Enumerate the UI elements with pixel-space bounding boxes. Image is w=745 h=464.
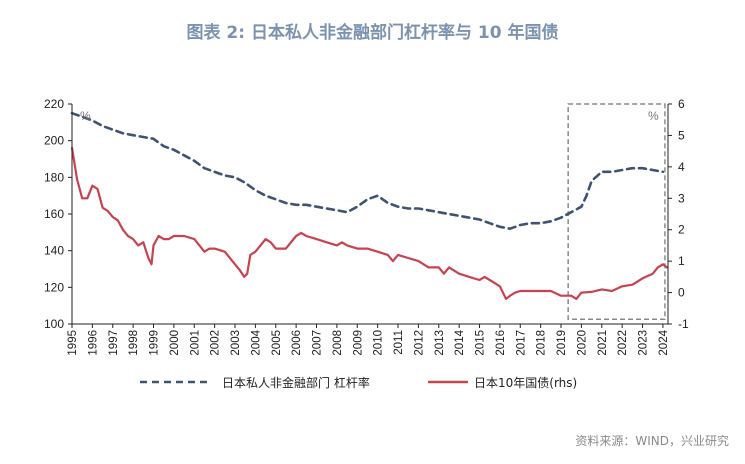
y-left-tick-label: 160 xyxy=(44,207,64,221)
legend-label: 日本私人非金融部门 杠杆率 xyxy=(222,375,370,390)
source-note: 资料来源：WIND，兴业研究 xyxy=(575,434,729,448)
series-line-leverage xyxy=(70,111,665,230)
highlight-box-layer xyxy=(567,103,666,321)
x-tick-label: 2010 xyxy=(373,330,385,356)
x-tick-label: 2004 xyxy=(250,329,262,355)
x-tick-label: 2009 xyxy=(352,330,364,356)
x-tick-label: 2008 xyxy=(332,330,344,356)
y-right-tick-label: 4 xyxy=(678,160,685,174)
highlight-box xyxy=(567,103,666,321)
x-tick-label: 2014 xyxy=(454,329,466,355)
x-tick-label: 1996 xyxy=(87,330,99,356)
x-tick-label: 2001 xyxy=(189,330,201,356)
y-left-unit: % xyxy=(80,109,91,123)
axis-layer: 100 120 140 160 180 200 220 -1 0 1 2 3 4 5 6% % 1995 1996… xyxy=(44,97,689,356)
x-tick-label: 2021 xyxy=(597,330,609,356)
x-tick-label: 1999 xyxy=(149,330,161,356)
legend: 日本私人非金融部门 杠杆率 日本10年国债(rhs) xyxy=(140,375,577,390)
y-left-tick-label: 100 xyxy=(44,317,64,331)
y-right-tick-label: 0 xyxy=(678,286,685,300)
x-tick-label: 1997 xyxy=(108,330,120,356)
x-tick-label: 2006 xyxy=(291,330,303,356)
y-right-tick-label: 6 xyxy=(678,97,685,111)
x-tick-label: 1995 xyxy=(67,330,79,356)
x-tick-label: 2024 xyxy=(658,329,670,355)
series-layer xyxy=(70,111,669,300)
x-tick-label: 2012 xyxy=(413,330,425,356)
x-tick-label: 1998 xyxy=(128,330,140,356)
x-tick-label: 2007 xyxy=(312,330,324,356)
y-right-unit: % xyxy=(648,109,659,123)
y-left-tick-label: 180 xyxy=(44,170,64,184)
x-tick-label: 2018 xyxy=(536,330,548,356)
x-tick-label: 2011 xyxy=(393,330,405,355)
legend-label: 日本10年国债(rhs) xyxy=(474,376,577,390)
x-tick-label: 2003 xyxy=(230,330,242,356)
x-tick-label: 2023 xyxy=(638,330,650,356)
x-tick-label: 2000 xyxy=(169,330,181,356)
series-line-jgb10y xyxy=(70,146,669,300)
x-tick-label: 2020 xyxy=(576,330,588,356)
x-tick-label: 2002 xyxy=(210,330,222,356)
y-right-tick-label: 3 xyxy=(678,191,685,205)
y-right-tick-label: 2 xyxy=(678,223,685,237)
x-tick-label: 2017 xyxy=(515,330,527,356)
x-tick-label: 2022 xyxy=(617,330,629,356)
y-left-tick-label: 140 xyxy=(44,244,64,258)
y-left-tick-label: 220 xyxy=(44,97,64,111)
y-right-tick-label: 5 xyxy=(678,128,685,142)
y-left-tick-label: 200 xyxy=(44,134,64,148)
chart-title: 图表 2: 日本私人非金融部门杠杆率与 10 年国债 xyxy=(186,23,559,43)
y-right-tick-label: 1 xyxy=(678,254,685,268)
x-tick-label: 2015 xyxy=(475,330,487,356)
y-right-tick-label: -1 xyxy=(678,317,689,331)
x-tick-label: 2019 xyxy=(556,330,568,356)
x-tick-label: 2005 xyxy=(271,330,283,356)
x-tick-label: 2013 xyxy=(434,330,446,356)
y-left-tick-label: 120 xyxy=(44,280,64,294)
x-tick-label: 2016 xyxy=(495,330,507,356)
